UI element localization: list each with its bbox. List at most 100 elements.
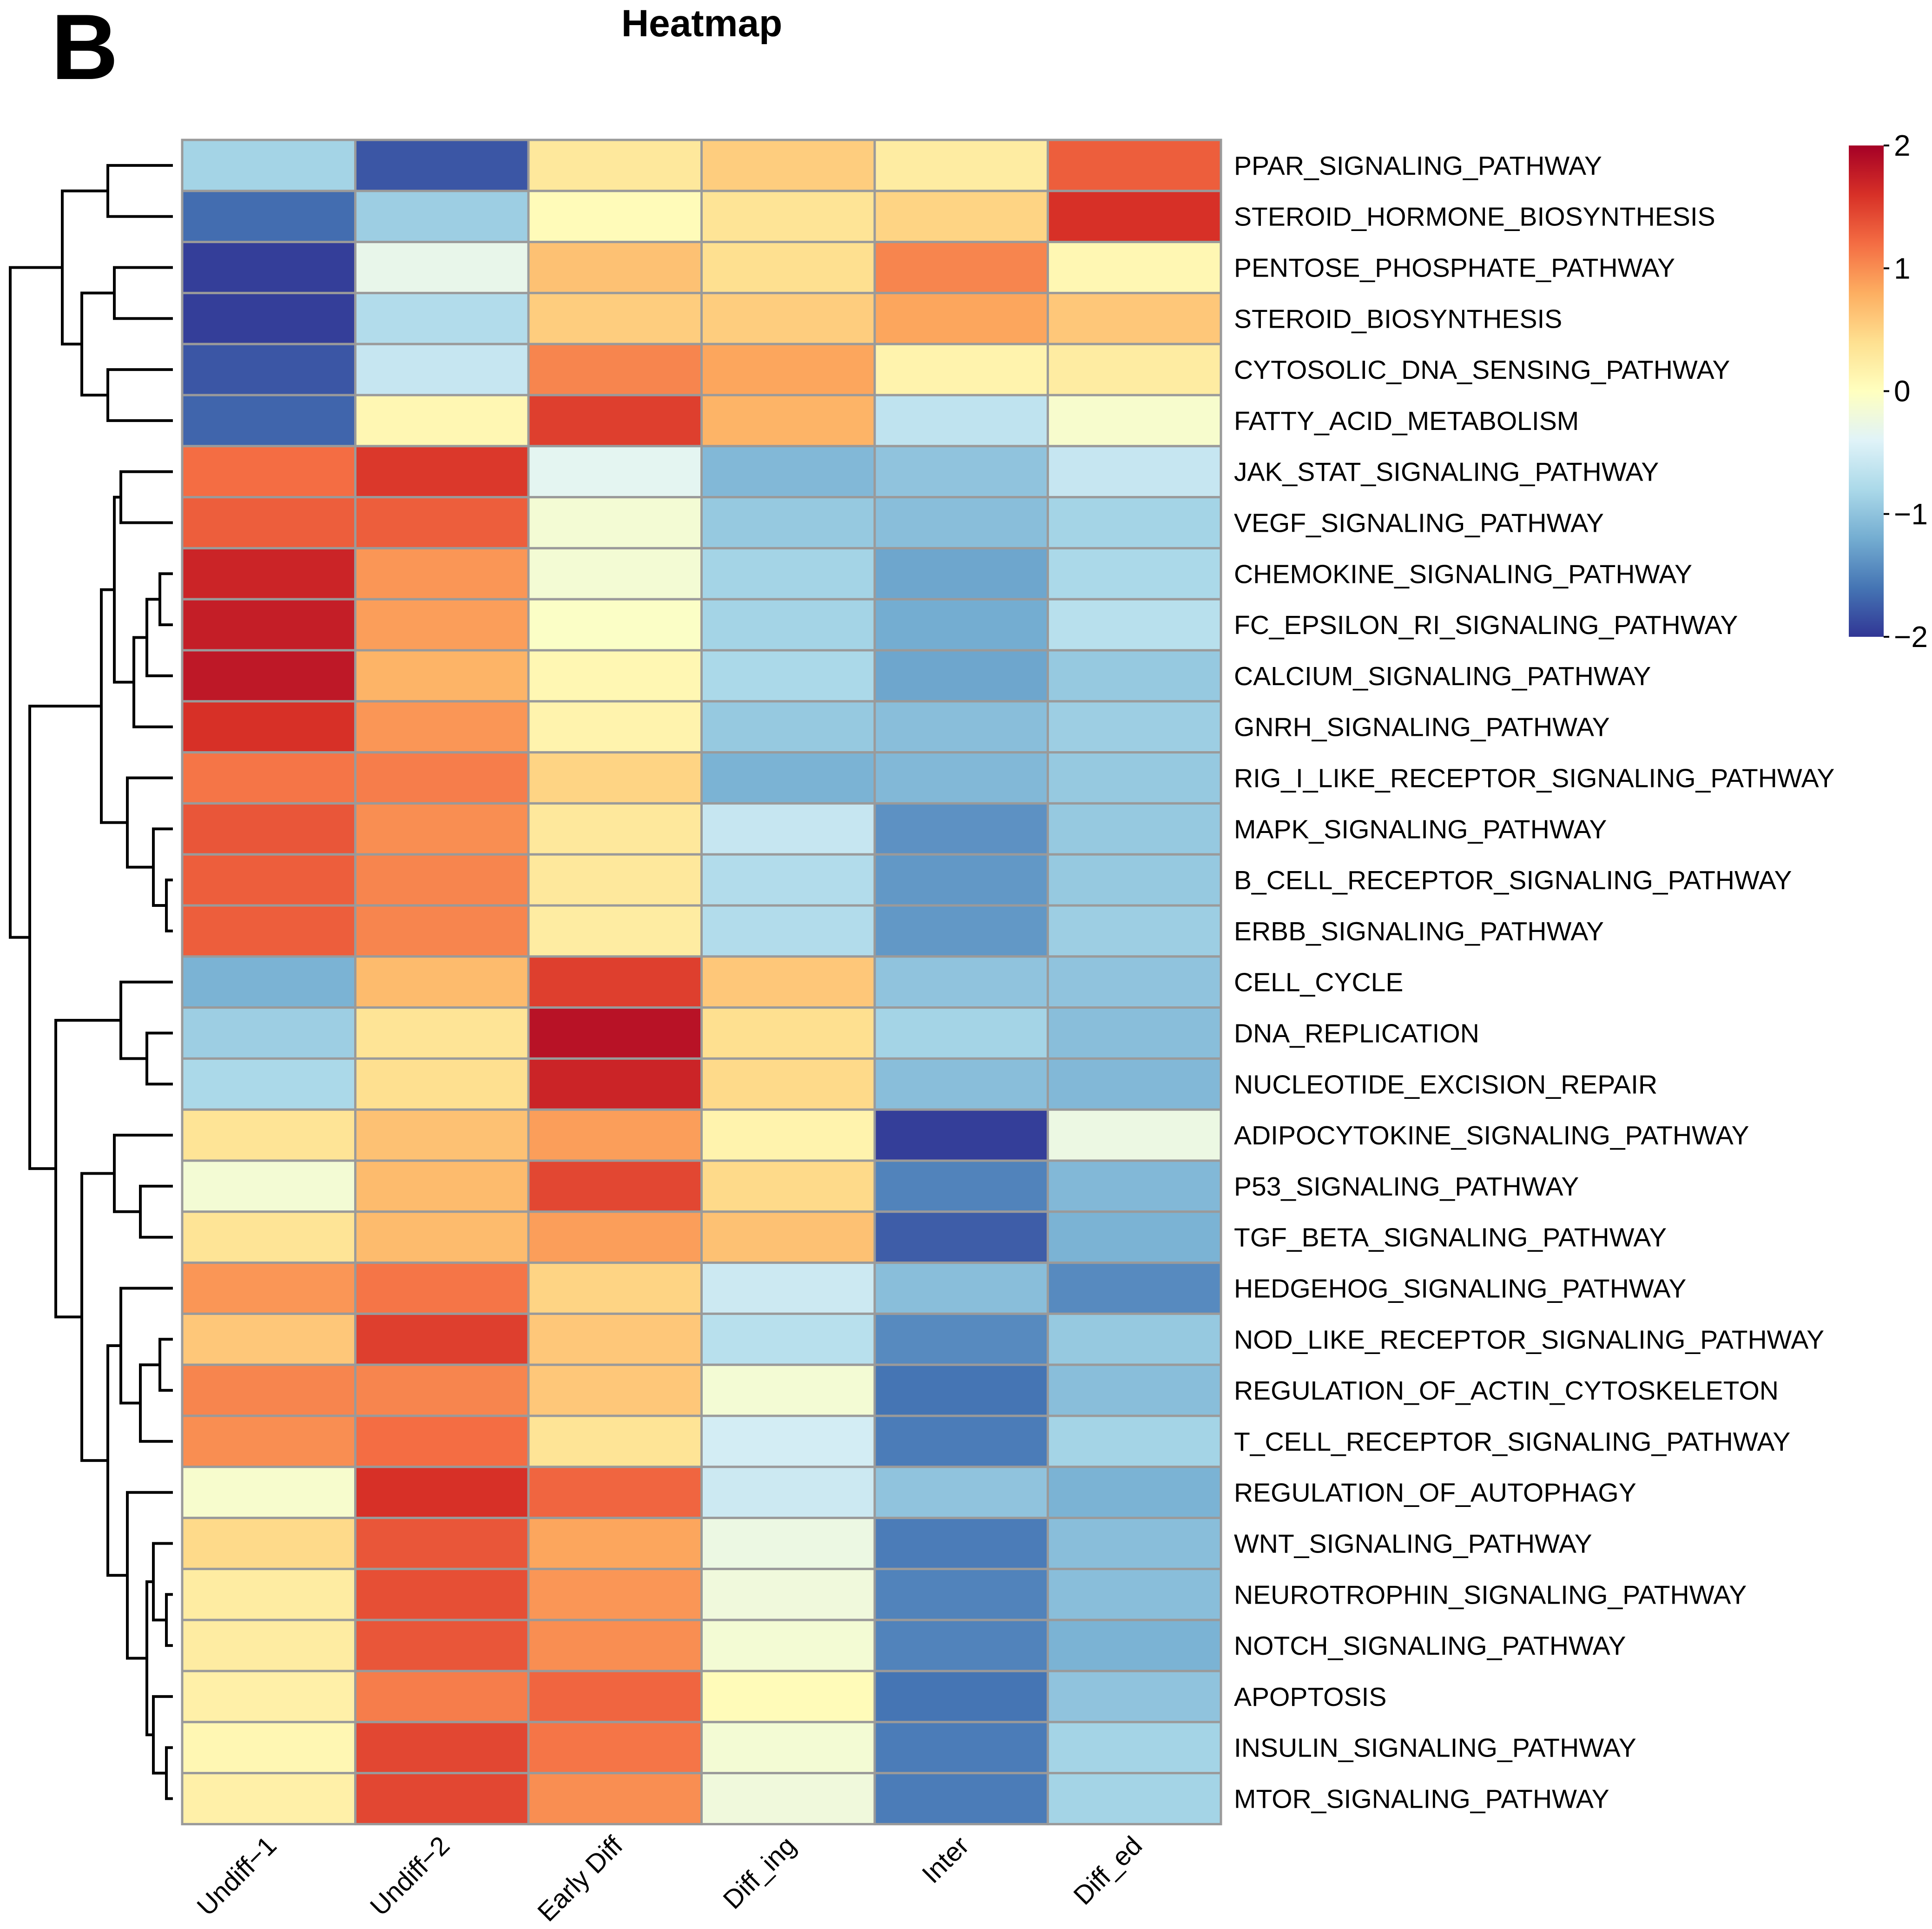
heatmap-cell	[527, 291, 703, 345]
heatmap-cell	[873, 1772, 1049, 1825]
heatmap-cell	[527, 1210, 703, 1264]
row-label: PPAR_SIGNALING_PATHWAY	[1234, 151, 1602, 181]
heatmap-cell	[873, 1619, 1049, 1672]
heatmap-cell	[1047, 1517, 1222, 1570]
heatmap-cell	[1047, 291, 1222, 345]
heatmap-cell	[1047, 1108, 1222, 1162]
heatmap-cell	[700, 291, 876, 345]
heatmap-cell	[700, 904, 876, 958]
heatmap-cell	[527, 1262, 703, 1315]
heatmap-cell	[181, 1772, 356, 1825]
dendrogram-branch	[152, 1695, 173, 1775]
dendrogram-branch	[139, 1184, 173, 1239]
heatmap-cell	[700, 1057, 876, 1111]
row-label: NOTCH_SIGNALING_PATHWAY	[1234, 1631, 1626, 1661]
heatmap-cell	[181, 291, 356, 345]
heatmap-cell	[873, 1108, 1049, 1162]
heatmap-cell	[181, 649, 356, 703]
heatmap-cell	[1047, 802, 1222, 856]
dendrogram-branch	[106, 1344, 127, 1577]
row-label: RIG_I_LIKE_RECEPTOR_SIGNALING_PATHWAY	[1234, 764, 1834, 793]
heatmap-cell	[700, 1006, 876, 1060]
heatmap-cell	[181, 445, 356, 499]
row-label: WNT_SIGNALING_PATHWAY	[1234, 1529, 1592, 1559]
heatmap-cell	[354, 853, 530, 907]
heatmap-cell	[700, 1210, 876, 1264]
heatmap-cell	[354, 547, 530, 601]
row-label: REGULATION_OF_AUTOPHAGY	[1234, 1478, 1636, 1508]
row-label: STEROID_HORMONE_BIOSYNTHESIS	[1234, 202, 1715, 232]
heatmap-cell	[1047, 1721, 1222, 1775]
heatmap-cell	[527, 1312, 703, 1366]
heatmap-cell	[700, 1159, 876, 1213]
heatmap-cell	[181, 547, 356, 601]
row-label: APOPTOSIS	[1234, 1682, 1386, 1712]
column-label: Diff_ing	[718, 1830, 802, 1915]
dendrogram-branch	[106, 368, 173, 422]
heatmap-cell	[354, 1210, 530, 1264]
heatmap-cell	[181, 1312, 356, 1366]
heatmap-cell	[181, 241, 356, 294]
heatmap-cell	[873, 1414, 1049, 1468]
heatmap-cell	[354, 904, 530, 958]
heatmap-cell	[181, 802, 356, 856]
heatmap-cell	[527, 1108, 703, 1162]
dendrogram-branch	[119, 1287, 173, 1405]
heatmap-cell	[181, 955, 356, 1009]
legend-tick-label: 0	[1894, 375, 1911, 408]
column-label: Early Diff	[532, 1830, 628, 1927]
heatmap-cell	[354, 241, 530, 294]
heatmap-cell	[1047, 547, 1222, 601]
heatmap-cell	[873, 291, 1049, 345]
dendrogram-branch	[113, 1134, 173, 1213]
heatmap-cell	[181, 1466, 356, 1519]
heatmap-cell	[1047, 1772, 1222, 1825]
heatmap-cell	[354, 1466, 530, 1519]
column-label: Diff_ed	[1068, 1830, 1148, 1910]
heatmap-cell	[873, 1567, 1049, 1621]
heatmap-cell	[1047, 190, 1222, 244]
heatmap-cell	[700, 1517, 876, 1570]
heatmap-cell	[354, 445, 530, 499]
row-label: CYTOSOLIC_DNA_SENSING_PATHWAY	[1234, 355, 1730, 385]
heatmap-cell	[873, 802, 1049, 856]
row-label: P53_SIGNALING_PATHWAY	[1234, 1172, 1579, 1202]
heatmap-cell	[354, 751, 530, 805]
heatmap-cell	[700, 496, 876, 549]
heatmap-cell	[181, 1363, 356, 1417]
heatmap-cell	[700, 955, 876, 1009]
heatmap-cell	[354, 1414, 530, 1468]
heatmap-cell	[527, 547, 703, 601]
heatmap-cell	[181, 1567, 356, 1621]
row-dendrogram	[9, 164, 173, 1800]
heatmap-cell	[700, 1772, 876, 1825]
heatmap-cell	[354, 190, 530, 244]
heatmap-cell	[1047, 1567, 1222, 1621]
heatmap-cell	[181, 598, 356, 652]
heatmap-cell	[527, 700, 703, 754]
heatmap-cell	[527, 853, 703, 907]
heatmap-cell	[354, 649, 530, 703]
heatmap-cell	[873, 955, 1049, 1009]
heatmap-cell	[700, 649, 876, 703]
heatmap-cell	[354, 1567, 530, 1621]
heatmap-cell	[873, 598, 1049, 652]
row-label: FATTY_ACID_METABOLISM	[1234, 406, 1579, 436]
heatmap-cell	[700, 802, 876, 856]
row-label: INSULIN_SIGNALING_PATHWAY	[1234, 1733, 1636, 1763]
heatmap-cell	[873, 445, 1049, 499]
row-label: NEUROTROPHIN_SIGNALING_PATHWAY	[1234, 1580, 1747, 1610]
heatmap-cell	[527, 190, 703, 244]
color-legend-bar	[1849, 145, 1884, 637]
heatmap-cell	[1047, 904, 1222, 958]
row-label: HEDGEHOG_SIGNALING_PATHWAY	[1234, 1274, 1686, 1304]
heatmap-cell	[873, 394, 1049, 448]
row-label: STEROID_BIOSYNTHESIS	[1234, 304, 1562, 334]
heatmap-cell	[873, 751, 1049, 805]
dendrogram-branch	[158, 1338, 173, 1392]
heatmap-cell	[181, 496, 356, 549]
heatmap-cell	[527, 343, 703, 396]
heatmap-cell	[700, 190, 876, 244]
heatmap-cell	[873, 1312, 1049, 1366]
heatmap-cell	[181, 904, 356, 958]
